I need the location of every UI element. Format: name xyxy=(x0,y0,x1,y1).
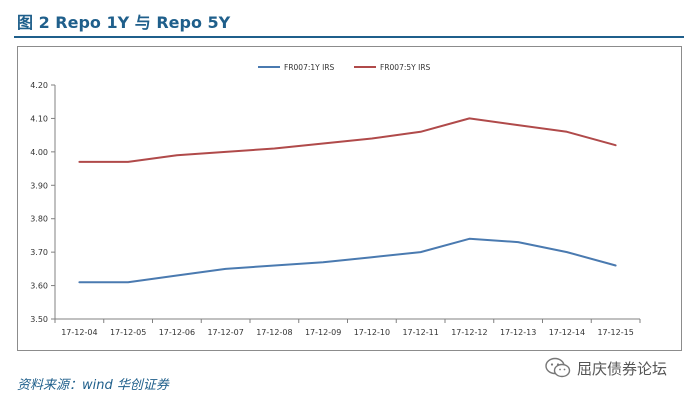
watermark: 屈庆债券论坛 xyxy=(545,357,667,379)
series-line-1 xyxy=(78,237,617,284)
title-divider xyxy=(14,36,684,38)
x-tick-label: 17-12-13 xyxy=(500,328,536,337)
figure-title: 图 2 Repo 1Y 与 Repo 5Y xyxy=(17,13,231,32)
line-chart: 3.50 3.60 3.70 3.80 3.90 4.00 4.10 4.20 17-12-04… xyxy=(30,63,641,337)
watermark-text: 屈庆债券论坛 xyxy=(577,359,668,378)
legend-label-1: FR007:1Y IRS xyxy=(284,63,335,72)
y-tick-label: 3.70 xyxy=(30,248,48,257)
x-tick-label: 17-12-06 xyxy=(159,328,195,337)
y-tick-label: 4.00 xyxy=(30,148,48,157)
legend-label-2: FR007:5Y IRS xyxy=(380,63,431,72)
x-tick-label: 17-12-07 xyxy=(207,328,243,337)
series-line-2 xyxy=(78,117,617,163)
x-tick-label: 17-12-04 xyxy=(61,328,97,337)
x-tick-label: 17-12-15 xyxy=(597,328,633,337)
wechat-icon xyxy=(545,357,571,378)
y-tick-label: 4.20 xyxy=(30,81,48,90)
y-tick-label: 3.80 xyxy=(30,215,48,224)
source-note: 资料来源：wind 华创证券 xyxy=(17,378,169,393)
y-tick-label: 3.50 xyxy=(30,315,48,324)
x-tick-label: 17-12-09 xyxy=(305,328,341,337)
x-tick-label: 17-12-14 xyxy=(549,328,585,337)
x-tick-label: 17-12-12 xyxy=(451,328,487,337)
x-tick-label: 17-12-05 xyxy=(110,328,146,337)
y-tick-label: 4.10 xyxy=(30,114,48,123)
chart-frame: 3.50 3.60 3.70 3.80 3.90 4.00 4.10 4.20 17-12-04… xyxy=(17,46,682,351)
y-tick-label: 3.60 xyxy=(30,282,48,291)
x-tick-label: 17-12-10 xyxy=(354,328,390,337)
y-tick-label: 3.90 xyxy=(30,181,48,190)
x-tick-label: 17-12-11 xyxy=(402,328,438,337)
x-tick-label: 17-12-08 xyxy=(256,328,292,337)
